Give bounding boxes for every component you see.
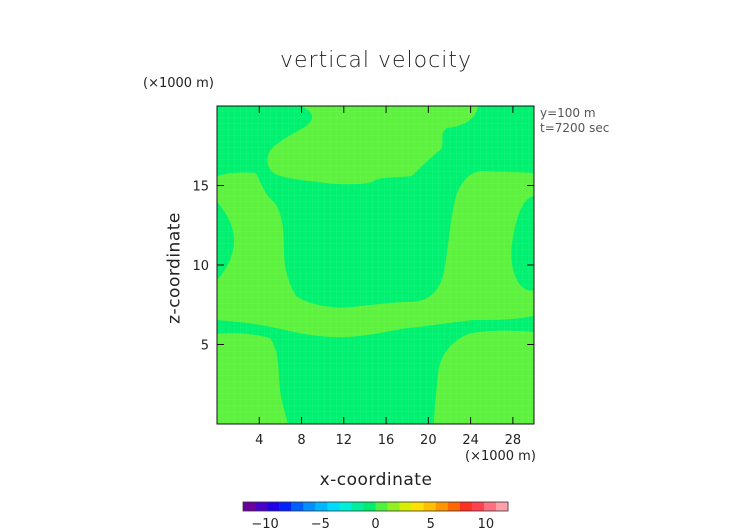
- annotation-time: t=7200 sec: [540, 121, 610, 135]
- colorbar-segment: [267, 502, 280, 511]
- colorbar-segment: [315, 502, 328, 511]
- colorbar-segment: [327, 502, 340, 511]
- x-tick-label: 12: [336, 433, 353, 448]
- colorbar-segment: [447, 502, 461, 511]
- colorbar-segment: [243, 502, 256, 511]
- y-tick-label: 5: [201, 339, 209, 354]
- axis-layer: 4 8 12 16 20 24 28 5 10 15: [192, 106, 534, 448]
- colorbar-segment: [435, 502, 449, 511]
- colorbar-segment: [495, 502, 509, 511]
- colorbar-segment: [375, 502, 388, 511]
- colorbar-segment: [303, 502, 316, 511]
- colorbar-segment: [423, 502, 437, 511]
- colorbar-tick-label: −5: [311, 517, 330, 532]
- x-tick-label: 24: [462, 433, 479, 448]
- colorbar-segment: [351, 502, 364, 511]
- grid-overlay: [217, 106, 534, 424]
- colorbar-segment: [363, 502, 376, 511]
- plot-area: [217, 106, 534, 424]
- x-tick-label: 20: [420, 433, 437, 448]
- colorbar-segment: [279, 502, 292, 511]
- colorbar-segment: [339, 502, 352, 511]
- colorbar-frame: [242, 501, 509, 512]
- colorbar-segment: [399, 502, 412, 511]
- y-tick-label: 15: [192, 180, 209, 195]
- colorbar-segment: [255, 502, 268, 511]
- y-tick-label: 10: [192, 259, 209, 274]
- x-tick-label: 4: [255, 433, 263, 448]
- x-tick-label: 16: [378, 433, 395, 448]
- colorbar-segment: [483, 502, 497, 511]
- x-axis-label: x-coordinate: [319, 470, 433, 490]
- colorbar-segment: [471, 502, 485, 511]
- colorbar: −10 −5 0 5 10: [242, 501, 509, 532]
- annotation-y-position: y=100 m: [540, 106, 596, 120]
- y-axis-unit: (×1000 m): [143, 76, 214, 91]
- colorbar-tick-label: 0: [371, 517, 379, 532]
- colorbar-tick-label: 10: [478, 517, 495, 532]
- colorbar-segment: [459, 502, 473, 511]
- colorbar-segment: [291, 502, 304, 511]
- x-tick-label: 8: [297, 433, 305, 448]
- colorbar-segment: [387, 502, 400, 511]
- colorbar-tick-label: −10: [251, 517, 278, 532]
- x-axis-unit: (×1000 m): [465, 449, 536, 464]
- colorbar-segment: [411, 502, 424, 511]
- chart-title: vertical velocity: [279, 48, 472, 73]
- colorbar-tick-label: 5: [427, 517, 435, 532]
- x-tick-label: 28: [505, 433, 522, 448]
